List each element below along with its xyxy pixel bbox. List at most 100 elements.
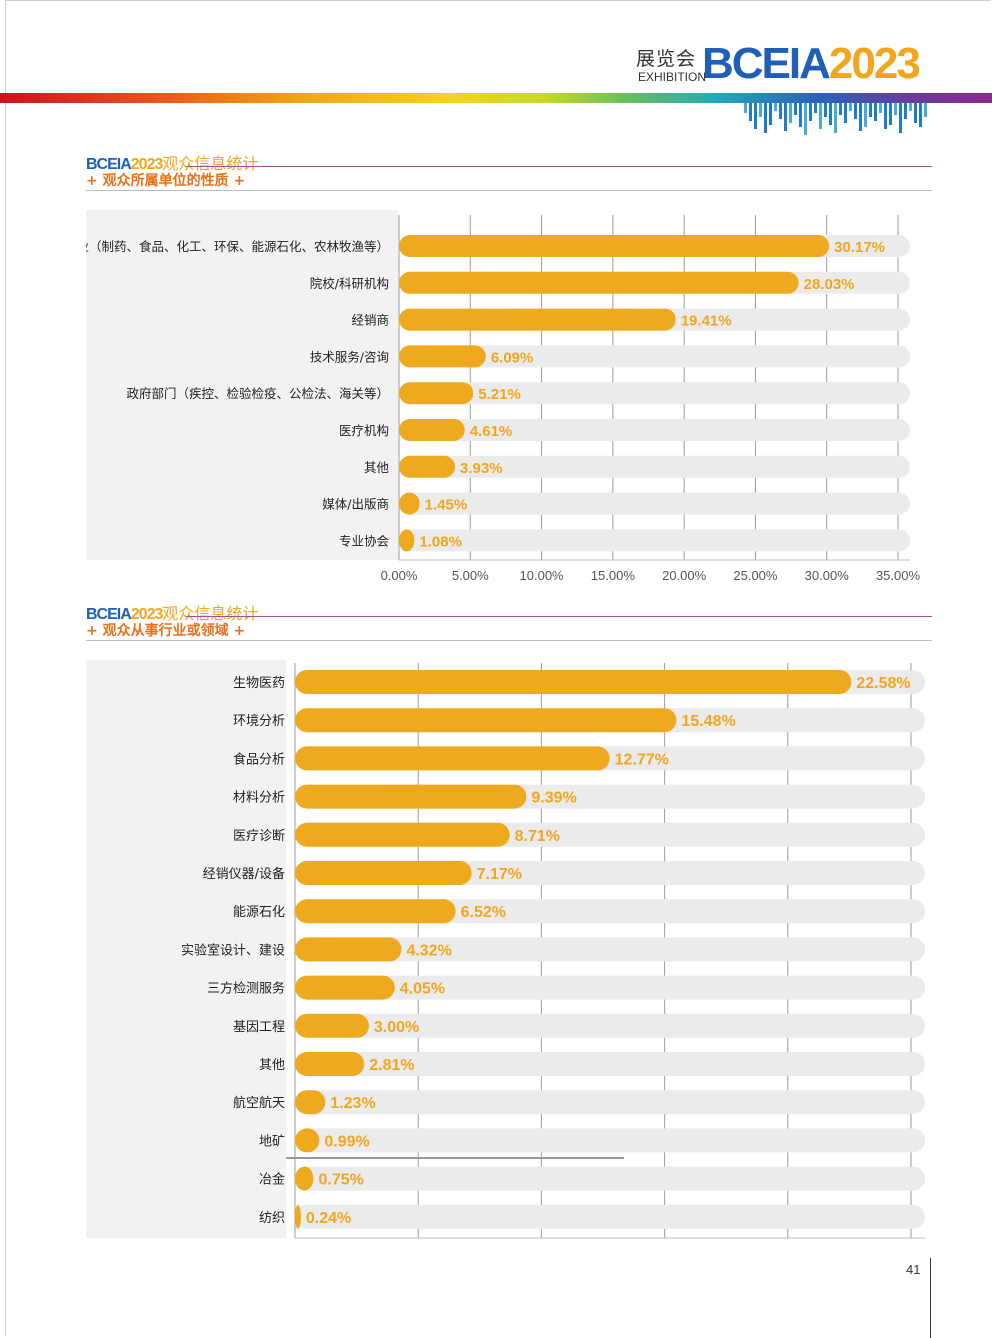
bar-track bbox=[295, 937, 925, 962]
value-label: 8.71% bbox=[515, 828, 560, 845]
section-rule-2 bbox=[86, 190, 932, 191]
wave-bar bbox=[904, 103, 907, 119]
x-tick-label: 20.00% bbox=[662, 568, 707, 583]
wave-bar bbox=[914, 103, 917, 123]
wave-bar bbox=[744, 103, 747, 113]
value-label: 4.61% bbox=[470, 423, 513, 440]
bar bbox=[295, 1090, 326, 1115]
wave-bar bbox=[799, 103, 802, 127]
bar bbox=[295, 937, 402, 962]
wave-bar bbox=[784, 103, 787, 131]
label-panel bbox=[86, 210, 398, 560]
bar bbox=[295, 1052, 365, 1076]
value-label: 4.32% bbox=[406, 942, 451, 959]
category-label: 技术服务/咨询 bbox=[310, 349, 389, 364]
bar-track bbox=[399, 455, 910, 478]
logo-brand-main: BCEIA bbox=[702, 39, 831, 88]
bar bbox=[295, 708, 677, 733]
bar bbox=[295, 746, 610, 771]
value-label: 6.52% bbox=[461, 904, 506, 921]
x-tick-label: 25.00% bbox=[733, 568, 778, 583]
wave-bar bbox=[924, 103, 927, 117]
category-label: 政府部门（疾控、检验检疫、公检法、海关等） bbox=[126, 386, 389, 401]
value-label: 28.03% bbox=[804, 276, 855, 293]
wave-bar bbox=[864, 103, 867, 127]
category-label: 纺织 bbox=[259, 1211, 285, 1226]
wave-bar bbox=[774, 103, 777, 111]
wave-bar bbox=[814, 103, 817, 113]
bar bbox=[295, 1166, 314, 1191]
category-label: 实验室设计、建设 bbox=[181, 942, 285, 958]
category-label: 经销商 bbox=[351, 313, 389, 328]
bar bbox=[399, 382, 474, 405]
section-brand-year: 2023 bbox=[130, 606, 164, 623]
exhibition-logo: 展览会 EXHIBITION BCEIA2023 bbox=[636, 42, 936, 88]
value-label: 0.99% bbox=[324, 1133, 369, 1150]
wave-bar bbox=[839, 103, 842, 115]
x-tick-label: 10.00% bbox=[520, 568, 565, 583]
wave-bar bbox=[794, 103, 797, 115]
section-title: 观众信息统计 bbox=[162, 606, 259, 623]
bar-track bbox=[399, 492, 910, 515]
x-tick-label: 5.00% bbox=[452, 568, 489, 583]
bar bbox=[399, 308, 676, 331]
section-brandline: BCEIA2023观众信息统计 bbox=[86, 150, 932, 174]
wave-bar bbox=[919, 103, 922, 127]
chart-industry-field: 生物医药 22.58% 环境分析 15.48% 食品分析 12.77% 材料分析 9.39% 医… bbox=[86, 660, 925, 1239]
wave-bar bbox=[879, 103, 882, 113]
bar-track bbox=[399, 382, 910, 405]
wave-bar bbox=[824, 103, 827, 117]
category-label: 媒体/出版商 bbox=[322, 497, 389, 512]
wave-bar bbox=[869, 103, 872, 117]
category-label: 院校/科研机构 bbox=[310, 276, 389, 291]
wave-bar bbox=[884, 103, 887, 129]
category-label: 生产企业（制药、食品、化工、环保、能源石化、农林牧渔等） bbox=[86, 239, 389, 254]
section-rule bbox=[186, 166, 932, 167]
value-label: 4.05% bbox=[400, 981, 445, 998]
wave-bar bbox=[804, 103, 807, 135]
wave-bar bbox=[764, 103, 767, 133]
bar bbox=[399, 419, 465, 441]
wave-bar bbox=[859, 103, 862, 131]
wave-bar bbox=[769, 103, 772, 125]
section-rule bbox=[186, 616, 932, 617]
bar-track bbox=[399, 345, 910, 368]
wave-bar bbox=[899, 103, 902, 133]
logo-cn: 展览会 bbox=[636, 48, 697, 70]
rainbow-stripe bbox=[0, 93, 992, 103]
wave-bar bbox=[844, 103, 847, 123]
wave-bar bbox=[829, 103, 832, 125]
x-tick-label: 0.00% bbox=[381, 568, 418, 583]
wave-bar bbox=[849, 103, 852, 111]
section-brand-year: 2023 bbox=[130, 156, 164, 173]
wave-bar bbox=[834, 103, 837, 133]
wave-bar bbox=[889, 103, 892, 125]
bar-track bbox=[295, 975, 925, 1000]
section-brand-main: BCEIA bbox=[86, 606, 132, 623]
category-label: 能源石化 bbox=[233, 905, 285, 920]
soundwave-decoration bbox=[744, 103, 927, 135]
value-label: 9.39% bbox=[531, 790, 576, 807]
wave-bar bbox=[819, 103, 822, 129]
bar bbox=[295, 784, 527, 809]
wave-bar bbox=[909, 103, 912, 111]
wave-bar bbox=[894, 103, 897, 115]
wave-bar bbox=[809, 103, 812, 121]
wave-bar bbox=[789, 103, 792, 123]
value-label: 3.93% bbox=[460, 460, 503, 477]
category-label: 航空航天 bbox=[233, 1095, 285, 1111]
value-label: 15.48% bbox=[681, 713, 735, 730]
bar bbox=[399, 235, 830, 257]
wave-bar bbox=[854, 103, 857, 119]
value-label: 30.17% bbox=[834, 239, 885, 256]
category-label: 其他 bbox=[364, 460, 390, 475]
category-label: 专业协会 bbox=[339, 533, 390, 548]
section-head-2: BCEIA2023观众信息统计 + 观众从事行业或领域 + bbox=[86, 600, 932, 641]
x-tick-label: 15.00% bbox=[591, 568, 636, 583]
category-label: 三方检测服务 bbox=[207, 981, 285, 997]
section-brand-main: BCEIA bbox=[86, 156, 132, 173]
category-label: 生物医药 bbox=[233, 676, 285, 691]
x-tick-label: 30.00% bbox=[805, 568, 850, 583]
bar bbox=[295, 1128, 320, 1153]
logo-en: EXHIBITION bbox=[638, 70, 707, 84]
